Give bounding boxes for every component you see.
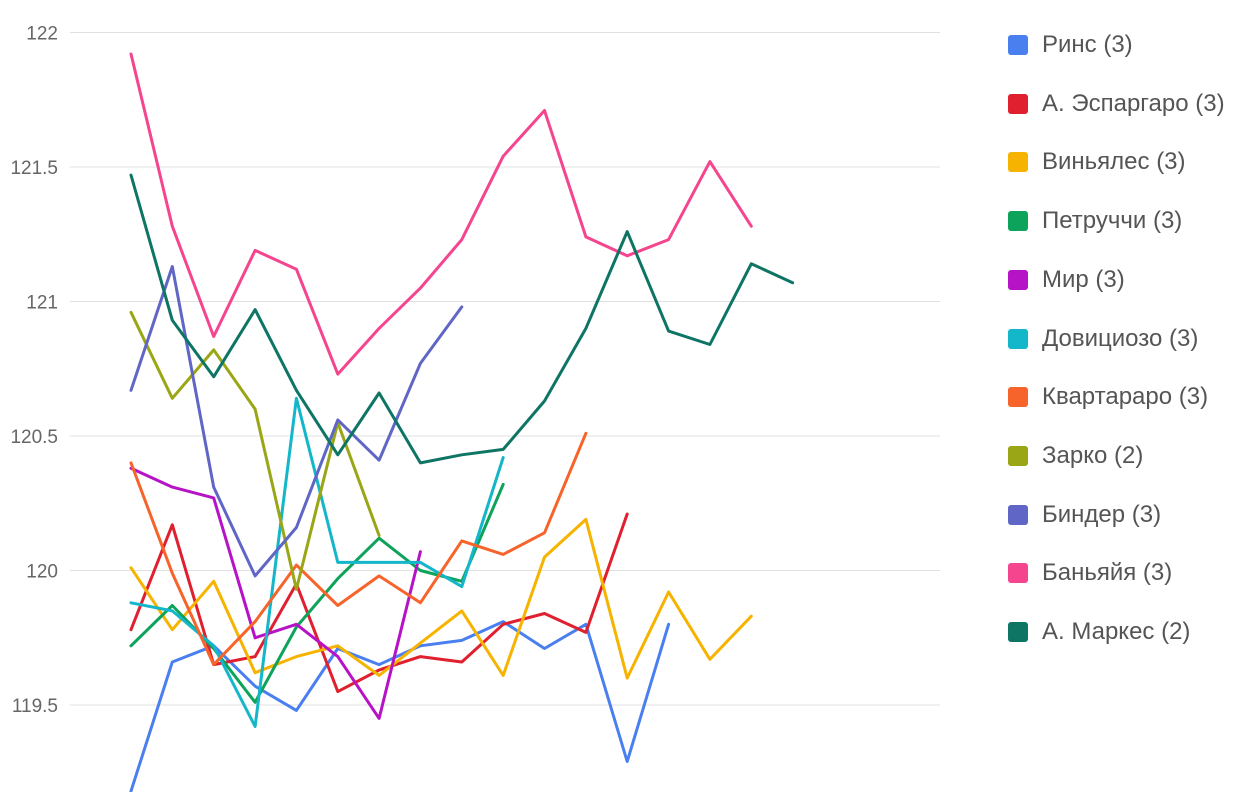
legend-item[interactable]: Петруччи (3) (1008, 206, 1182, 236)
y-tick-label: 119.5 (12, 696, 58, 717)
legend-item[interactable]: Биндер (3) (1008, 500, 1161, 530)
y-tick-label: 121.5 (10, 158, 58, 179)
y-tick-label: 121 (26, 293, 58, 314)
legend-item[interactable]: Довициозо (3) (1008, 324, 1198, 354)
legend-item[interactable]: Баньяйя (3) (1008, 558, 1172, 588)
series-line (129, 173, 795, 465)
legend-item[interactable]: Квартараро (3) (1008, 382, 1208, 412)
legend-item[interactable]: А. Эспаргаро (3) (1008, 89, 1225, 119)
legend-swatch (1008, 622, 1028, 642)
series-line (129, 517, 753, 680)
legend-label: Довициозо (3) (1042, 324, 1199, 352)
legend-label: А. Маркес (2) (1042, 618, 1191, 645)
legend-swatch (1008, 328, 1028, 349)
series-line (129, 466, 422, 720)
series-lines (129, 52, 795, 792)
legend-item[interactable]: Ринс (3) (1008, 30, 1133, 60)
legend-swatch (1008, 387, 1028, 408)
legend-label: Виньялес (3) (1042, 148, 1186, 176)
line-chart: 119.5 120 120.5 121 121.5 122 (10, 24, 940, 792)
series-line (129, 482, 505, 704)
series-line (129, 265, 464, 578)
legend-swatch (1008, 93, 1028, 114)
y-tick-label: 120 (26, 562, 58, 583)
legend-swatch (1008, 269, 1028, 290)
legend-item[interactable]: Зарко (2) (1008, 441, 1143, 471)
legend-label: Мир (3) (1042, 265, 1125, 293)
legend-swatch (1008, 152, 1028, 173)
legend-item[interactable]: Виньялес (3) (1008, 147, 1186, 177)
legend-label: А. Эспаргаро (3) (1042, 89, 1225, 117)
series-line (129, 431, 588, 667)
gridlines (70, 32, 940, 706)
legend-item[interactable]: А. Маркес (2) (1008, 617, 1190, 647)
y-tick-label: 120.5 (10, 427, 58, 448)
legend-label: Баньяйя (3) (1042, 559, 1173, 587)
legend-label: Квартараро (3) (1042, 383, 1209, 411)
legend-swatch (1008, 504, 1028, 525)
legend-swatch (1008, 445, 1028, 466)
legend-label: Петруччи (3) (1042, 207, 1183, 235)
legend-label: Ринс (3) (1042, 31, 1133, 58)
y-axis-ticks: 119.5 120 120.5 121 121.5 122 (10, 24, 58, 718)
legend-item[interactable]: Мир (3) (1008, 265, 1125, 295)
legend-label: Биндер (3) (1042, 500, 1162, 528)
series-line (129, 52, 753, 376)
legend-swatch (1008, 563, 1028, 584)
legend-swatch (1008, 211, 1028, 232)
legend-label: Зарко (2) (1042, 441, 1144, 469)
legend-swatch (1008, 35, 1028, 55)
y-tick-label: 122 (26, 24, 58, 45)
